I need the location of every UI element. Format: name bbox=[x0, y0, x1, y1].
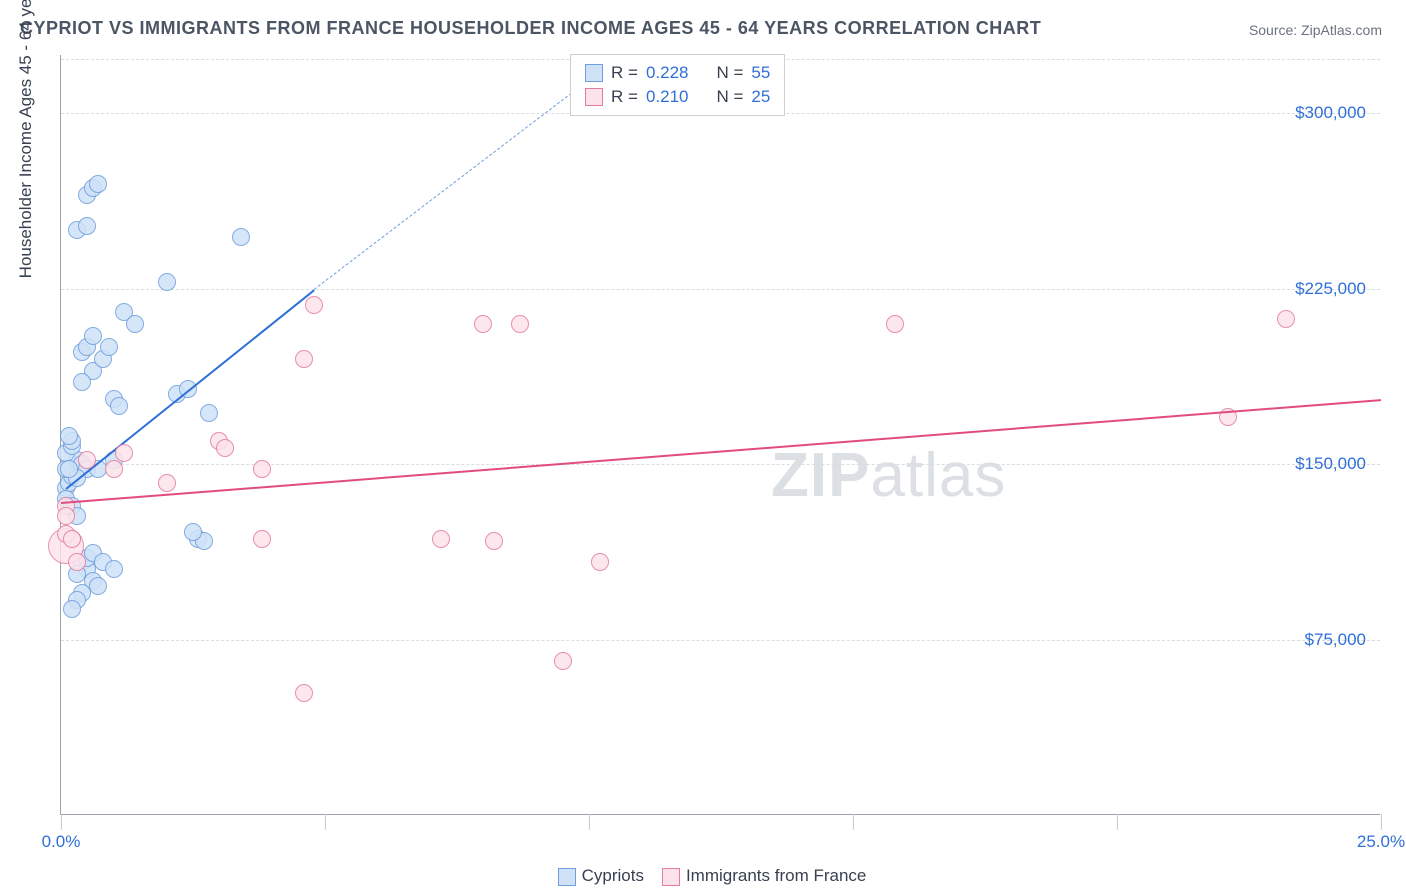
source-label: Source: bbox=[1249, 22, 1297, 38]
data-point bbox=[295, 350, 313, 368]
r-value: 0.210 bbox=[646, 87, 689, 107]
data-point bbox=[110, 397, 128, 415]
data-point bbox=[474, 315, 492, 333]
y-tick-label: $75,000 bbox=[1305, 630, 1366, 650]
data-point bbox=[511, 315, 529, 333]
data-point bbox=[184, 523, 202, 541]
y-axis-title: Householder Income Ages 45 - 64 years bbox=[16, 0, 36, 278]
x-axis-label: 0.0% bbox=[42, 832, 81, 852]
source-attribution: Source: ZipAtlas.com bbox=[1249, 22, 1382, 38]
data-point bbox=[68, 553, 86, 571]
data-point bbox=[295, 684, 313, 702]
x-tick bbox=[325, 814, 326, 830]
n-label: N = bbox=[716, 87, 743, 107]
gridline bbox=[61, 289, 1380, 290]
data-point bbox=[105, 560, 123, 578]
stats-legend-row: R = 0.210 N = 25 bbox=[585, 85, 770, 109]
correlation-chart: CYPRIOT VS IMMIGRANTS FROM FRANCE HOUSEH… bbox=[0, 0, 1406, 892]
data-point bbox=[89, 577, 107, 595]
legend-swatch bbox=[558, 868, 576, 886]
x-tick bbox=[589, 814, 590, 830]
data-point bbox=[78, 451, 96, 469]
legend-swatch bbox=[585, 88, 603, 106]
legend-label: Immigrants from France bbox=[686, 866, 866, 885]
r-label: R = bbox=[611, 63, 638, 83]
data-point bbox=[158, 474, 176, 492]
y-tick-label: $225,000 bbox=[1295, 279, 1366, 299]
r-label: R = bbox=[611, 87, 638, 107]
data-point bbox=[158, 273, 176, 291]
data-point bbox=[60, 427, 78, 445]
n-label: N = bbox=[716, 63, 743, 83]
data-point bbox=[100, 338, 118, 356]
gridline bbox=[61, 640, 1380, 641]
data-point bbox=[554, 652, 572, 670]
x-axis-label: 25.0% bbox=[1357, 832, 1405, 852]
data-point bbox=[73, 373, 91, 391]
trend-line bbox=[61, 399, 1381, 504]
legend-swatch bbox=[585, 64, 603, 82]
n-value: 55 bbox=[751, 63, 770, 83]
data-point bbox=[89, 175, 107, 193]
y-tick-label: $150,000 bbox=[1295, 454, 1366, 474]
x-tick bbox=[1117, 814, 1118, 830]
data-point bbox=[253, 460, 271, 478]
y-tick-label: $300,000 bbox=[1295, 103, 1366, 123]
data-point bbox=[60, 460, 78, 478]
watermark-bold: ZIP bbox=[771, 441, 870, 510]
watermark-rest: atlas bbox=[870, 441, 1006, 510]
data-point bbox=[63, 530, 81, 548]
stats-legend-row: R = 0.228 N = 55 bbox=[585, 61, 770, 85]
x-tick bbox=[853, 814, 854, 830]
source-link[interactable]: ZipAtlas.com bbox=[1301, 22, 1382, 38]
chart-title: CYPRIOT VS IMMIGRANTS FROM FRANCE HOUSEH… bbox=[20, 18, 1041, 39]
n-value: 25 bbox=[751, 87, 770, 107]
data-point bbox=[57, 507, 75, 525]
stats-legend: R = 0.228 N = 55 R = 0.210 N = 25 bbox=[570, 54, 785, 116]
data-point bbox=[591, 553, 609, 571]
r-value: 0.228 bbox=[646, 63, 689, 83]
series-legend: Cypriots Immigrants from France bbox=[0, 866, 1406, 886]
data-point bbox=[485, 532, 503, 550]
data-point bbox=[200, 404, 218, 422]
data-point bbox=[1277, 310, 1295, 328]
x-tick bbox=[61, 814, 62, 830]
x-tick bbox=[1381, 814, 1382, 830]
data-point bbox=[78, 217, 96, 235]
legend-swatch bbox=[662, 868, 680, 886]
data-point bbox=[63, 600, 81, 618]
trend-line-dashed bbox=[314, 71, 600, 289]
plot-area: ZIPatlas $75,000 $150,000 $225,000 $300,000… bbox=[60, 55, 1380, 815]
data-point bbox=[253, 530, 271, 548]
data-point bbox=[115, 444, 133, 462]
legend-label: Cypriots bbox=[582, 866, 644, 885]
data-point bbox=[105, 460, 123, 478]
data-point bbox=[84, 327, 102, 345]
data-point bbox=[432, 530, 450, 548]
data-point bbox=[216, 439, 234, 457]
data-point bbox=[886, 315, 904, 333]
watermark: ZIPatlas bbox=[771, 440, 1006, 511]
data-point bbox=[232, 228, 250, 246]
data-point bbox=[126, 315, 144, 333]
trend-line bbox=[66, 289, 315, 489]
data-point bbox=[305, 296, 323, 314]
